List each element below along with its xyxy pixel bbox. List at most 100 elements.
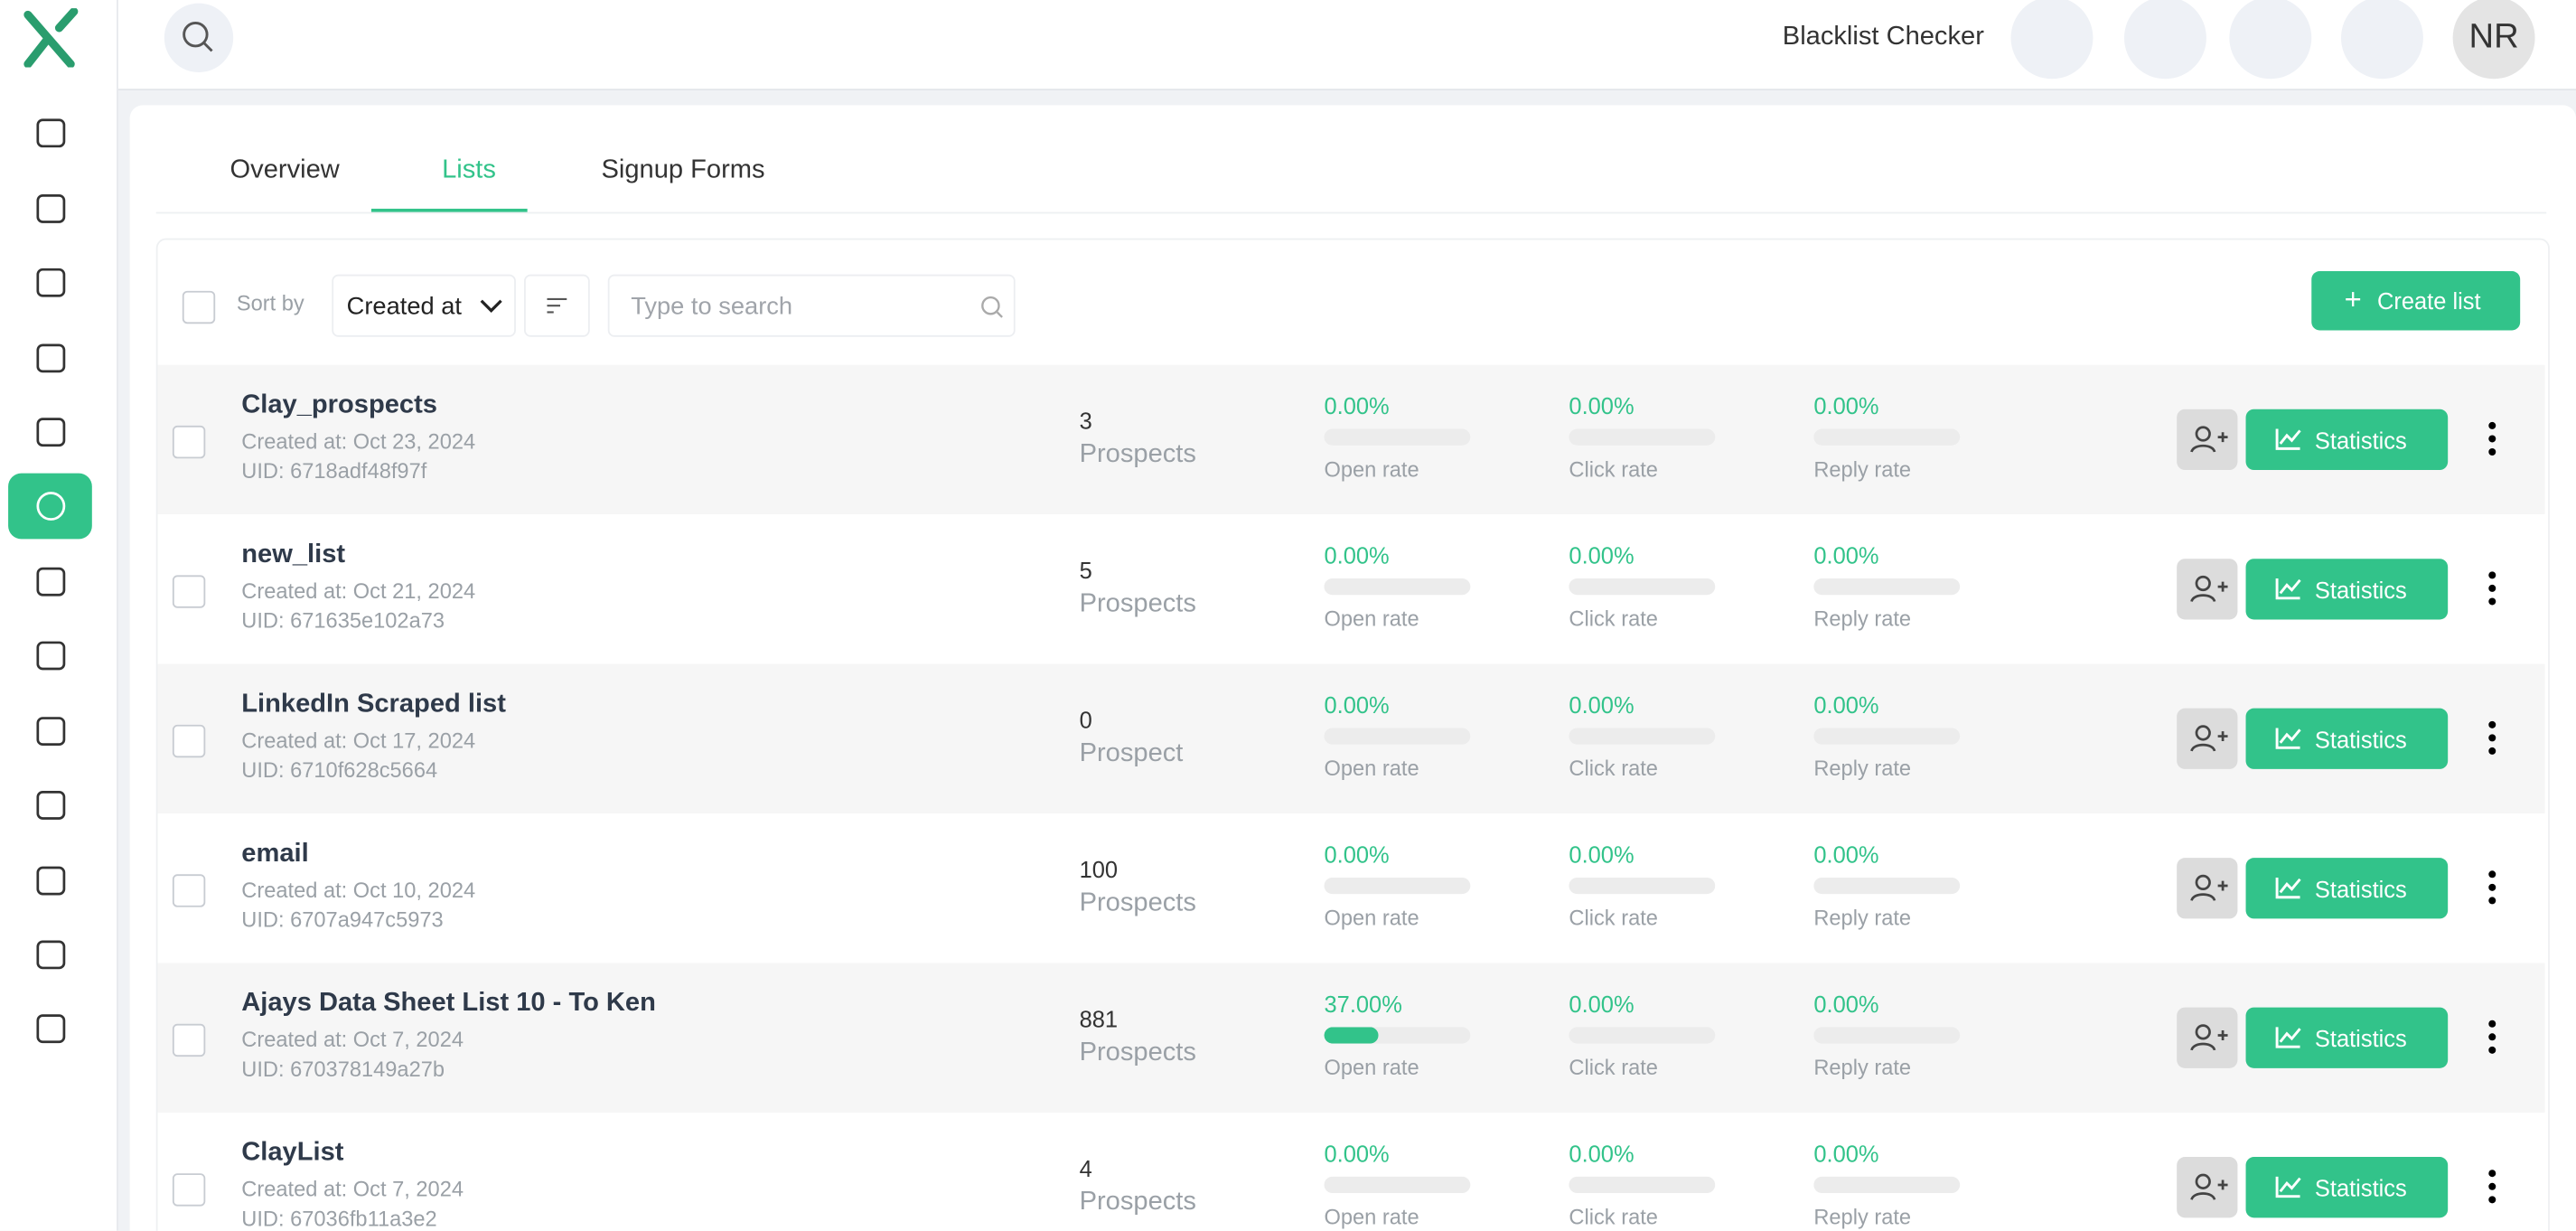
- rate-label: Reply rate: [1813, 606, 1912, 632]
- list-name[interactable]: email: [241, 840, 309, 869]
- rate-label: Click rate: [1569, 1204, 1658, 1230]
- list-name[interactable]: LinkedIn Scraped list: [241, 690, 506, 719]
- rate-track: [1569, 428, 1716, 446]
- list-name[interactable]: ClayList: [241, 1139, 344, 1167]
- more-menu[interactable]: [2481, 1167, 2504, 1207]
- create-label: Create list: [2376, 287, 2481, 315]
- add-prospect[interactable]: [2177, 1007, 2238, 1068]
- notifications[interactable]: [2229, 0, 2312, 80]
- count: 3: [1079, 407, 1092, 435]
- nav-icon[interactable]: [36, 343, 66, 373]
- rate-track: [1324, 578, 1471, 596]
- statistics-button[interactable]: Statistics: [2245, 409, 2449, 471]
- icon-button[interactable]: [2123, 0, 2206, 80]
- statistics-button[interactable]: Statistics: [2245, 559, 2449, 620]
- statistics-button[interactable]: Statistics: [2245, 1157, 2449, 1218]
- uid: UID: 6707a947c5973: [241, 907, 444, 932]
- nav-icon[interactable]: [36, 418, 66, 447]
- add-prospect[interactable]: [2177, 559, 2238, 620]
- nav-icon[interactable]: [36, 717, 66, 747]
- avatar[interactable]: NR: [2452, 0, 2535, 80]
- rate-label: Click rate: [1569, 905, 1658, 931]
- plus-icon: +: [2344, 282, 2362, 316]
- rate-bar: [1324, 1027, 1379, 1044]
- row-checkbox[interactable]: [172, 724, 206, 758]
- more-menu[interactable]: [2481, 569, 2504, 608]
- more-menu[interactable]: [2481, 1017, 2504, 1057]
- nav-icon[interactable]: [36, 194, 66, 223]
- search-button[interactable]: [164, 3, 234, 73]
- rate-value: 0.00%: [1813, 1140, 1879, 1167]
- uid: UID: 67036fb11a3e2: [241, 1206, 437, 1231]
- nav-icon[interactable]: [36, 118, 66, 148]
- select-all[interactable]: [182, 290, 216, 324]
- row-checkbox[interactable]: [172, 575, 206, 608]
- tab[interactable]: Overview: [229, 155, 340, 184]
- rate-track: [1569, 1176, 1716, 1194]
- nav-icon[interactable]: [36, 268, 66, 297]
- statistics-label: Statistics: [2314, 876, 2407, 903]
- more-menu[interactable]: [2481, 868, 2504, 907]
- add-prospect[interactable]: [2177, 708, 2238, 769]
- rate-label: Reply rate: [1813, 456, 1912, 482]
- rate-label: Open rate: [1324, 1055, 1419, 1080]
- uid: UID: 671635e102a73: [241, 607, 445, 634]
- blacklist-checker[interactable]: Blacklist Checker: [1782, 23, 1984, 52]
- statistics-label: Statistics: [2314, 1175, 2407, 1202]
- row-checkbox[interactable]: [172, 1173, 206, 1207]
- list-name[interactable]: new_list: [241, 540, 346, 569]
- rate-label: Open rate: [1324, 456, 1419, 482]
- row-checkbox[interactable]: [172, 425, 206, 459]
- rate-track: [1569, 877, 1716, 895]
- rate-value: 0.00%: [1324, 392, 1390, 419]
- rate-track: [1569, 728, 1716, 745]
- statistics-button[interactable]: Statistics: [2245, 708, 2449, 769]
- rate-label: Click rate: [1569, 606, 1658, 632]
- search-input[interactable]: Type to search: [607, 274, 1016, 337]
- nav-icon[interactable]: [36, 791, 66, 820]
- rate-track: [1569, 578, 1716, 596]
- add-prospect[interactable]: [2177, 409, 2238, 471]
- more-menu[interactable]: [2481, 419, 2504, 459]
- tab-active[interactable]: Lists: [442, 155, 496, 184]
- rate-value: 0.00%: [1813, 991, 1879, 1018]
- sort-select[interactable]: Created at: [332, 274, 516, 337]
- tab[interactable]: Signup Forms: [601, 155, 765, 184]
- row-checkbox[interactable]: [172, 874, 206, 907]
- statistics-label: Statistics: [2314, 427, 2407, 454]
- created-at: Created at: Oct 23, 2024: [241, 428, 476, 454]
- nav-icon[interactable]: [36, 641, 66, 671]
- rate-track: [1813, 578, 1961, 596]
- rate-track: [1569, 1027, 1716, 1044]
- rate-value: 37.00%: [1324, 991, 1402, 1018]
- add-prospect[interactable]: [2177, 858, 2238, 919]
- statistics-button[interactable]: Statistics: [2245, 1007, 2449, 1068]
- support[interactable]: [2340, 0, 2423, 80]
- rate-value: 0.00%: [1813, 841, 1879, 869]
- sort-direction[interactable]: [524, 274, 590, 337]
- sidebar: [0, 0, 118, 1231]
- rate-value: 0.00%: [1324, 841, 1390, 869]
- list-name[interactable]: Clay_prospects: [241, 390, 437, 419]
- add-prospect[interactable]: [2177, 1157, 2238, 1218]
- nav-icon[interactable]: [36, 567, 66, 597]
- count: 5: [1079, 557, 1092, 584]
- count: 881: [1079, 1005, 1119, 1032]
- uid: UID: 670378149a27b: [241, 1057, 445, 1082]
- nav-icon[interactable]: [36, 492, 66, 521]
- rate-track: [1324, 428, 1471, 446]
- statistics-button[interactable]: Statistics: [2245, 858, 2449, 919]
- list-name[interactable]: Ajays Data Sheet List 10 - To Ken: [241, 989, 656, 1018]
- rate-label: Reply rate: [1813, 1055, 1912, 1080]
- nav-icon[interactable]: [36, 866, 66, 896]
- count: 0: [1079, 706, 1092, 733]
- nav-icon[interactable]: [36, 1014, 66, 1044]
- nav-icon[interactable]: [36, 940, 66, 970]
- more-menu[interactable]: [2481, 719, 2504, 758]
- create-list[interactable]: + Create list: [2311, 271, 2521, 331]
- icon-button[interactable]: [2010, 0, 2094, 80]
- active-nav[interactable]: [8, 473, 92, 540]
- row-checkbox[interactable]: [172, 1023, 206, 1057]
- count-label: Prospect: [1079, 739, 1184, 768]
